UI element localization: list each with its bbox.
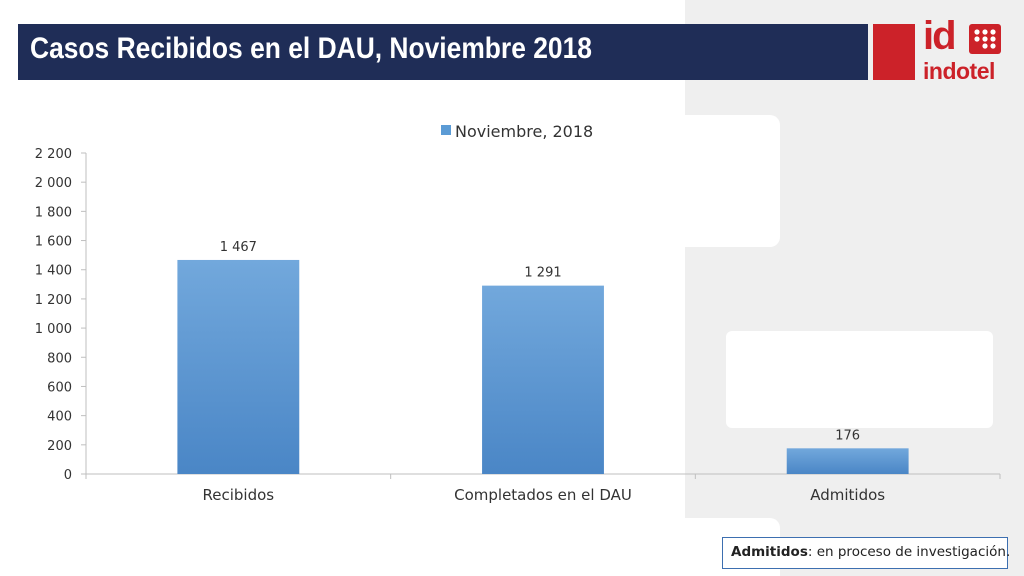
background-panel [685, 0, 1024, 576]
title-bar: Casos Recibidos en el DAU, Noviembre 201… [18, 24, 868, 80]
bar-completados-en-el-dau [482, 285, 604, 474]
bar-admitidos [786, 448, 909, 474]
y-tick-label: 1 600 [35, 235, 72, 250]
logo-wordmark: indotel [923, 58, 995, 84]
y-tick-label: 1 400 [35, 264, 72, 279]
background-notch [685, 115, 780, 247]
indotel-logo: id indotel [921, 14, 1005, 86]
y-tick-label: 0 [64, 468, 72, 483]
brand-red-block [873, 24, 915, 80]
legend-label: Noviembre, 2018 [455, 122, 593, 141]
y-tick-label: 800 [47, 351, 72, 366]
bar-recibidos [177, 259, 300, 474]
x-tick-label: Admitidos [810, 486, 885, 504]
logo-dots-icon [969, 24, 1001, 54]
data-label: 1 291 [524, 266, 561, 281]
y-tick-label: 1 000 [35, 322, 72, 337]
slide-title: Casos Recibidos en el DAU, Noviembre 201… [30, 32, 592, 65]
y-tick-label: 1 200 [35, 293, 72, 308]
footnote-box: Admitidos: en proceso de investigación. [722, 537, 1011, 569]
y-tick-label: 400 [47, 410, 72, 425]
y-tick-label: 600 [47, 380, 72, 395]
logo-mark: id [923, 14, 957, 58]
footnote-term: Admitidos [731, 544, 808, 560]
x-tick-label: Completados en el DAU [454, 486, 632, 504]
y-tick-label: 2 200 [35, 147, 72, 162]
y-tick-label: 200 [47, 439, 72, 454]
footnote-text: : en proceso de investigación. [807, 544, 1011, 560]
legend-swatch [441, 125, 451, 135]
chart-legend: Noviembre, 2018 [441, 122, 593, 141]
data-label: 1 467 [220, 240, 257, 255]
x-tick-label: Recibidos [203, 486, 275, 504]
background-box [726, 331, 993, 428]
data-label: 176 [835, 428, 860, 443]
y-tick-label: 1 800 [35, 205, 72, 220]
bar-chart: Noviembre, 2018 0 200 400 600 800 1 000 1 200 1… [35, 122, 1001, 504]
y-tick-label: 2 000 [35, 176, 72, 191]
